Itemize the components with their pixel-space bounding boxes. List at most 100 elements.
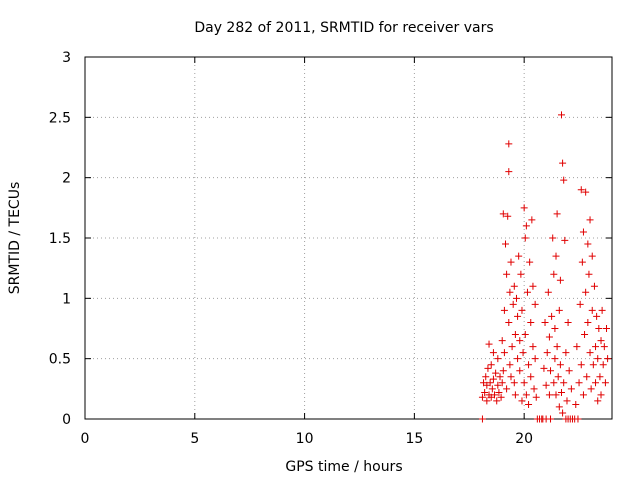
data-point (508, 343, 516, 351)
data-point (564, 318, 572, 326)
data-point (554, 373, 562, 381)
data-point (594, 355, 602, 363)
data-point (484, 364, 492, 372)
data-point (507, 258, 515, 266)
data-point (586, 216, 594, 224)
data-point (486, 379, 494, 387)
data-point (482, 373, 490, 381)
data-point (577, 361, 585, 369)
data-point (521, 331, 529, 339)
data-point (582, 288, 590, 296)
data-point (557, 111, 565, 119)
data-point (495, 388, 503, 396)
data-point (543, 349, 551, 357)
data-point (551, 355, 559, 363)
data-point (596, 373, 604, 381)
data-point (597, 337, 605, 345)
data-point (507, 373, 515, 381)
data-point (498, 379, 506, 387)
data-point (485, 340, 493, 348)
data-point (528, 216, 536, 224)
data-point (516, 367, 524, 375)
data-point (579, 391, 587, 399)
data-point (545, 391, 553, 399)
data-point (481, 388, 489, 396)
data-point (560, 379, 568, 387)
data-point (555, 306, 563, 314)
data-point (489, 349, 497, 357)
data-point (559, 409, 567, 417)
y-tick-label: 3 (62, 50, 71, 66)
data-point (493, 397, 501, 405)
data-point (600, 343, 608, 351)
data-point (582, 188, 590, 196)
data-point (547, 367, 555, 375)
data-point (518, 306, 526, 314)
data-point (527, 373, 535, 381)
data-point (586, 349, 594, 357)
data-point (505, 318, 513, 326)
data-point (592, 379, 600, 387)
data-point (530, 385, 538, 393)
data-point (521, 234, 529, 242)
data-point (500, 306, 508, 314)
data-point (514, 312, 522, 320)
data-point (561, 236, 569, 244)
data-point (593, 312, 601, 320)
data-point (595, 325, 603, 332)
data-point (549, 234, 557, 242)
data-point (505, 168, 513, 176)
y-tick-label: 0 (62, 412, 71, 428)
data-point (511, 391, 519, 399)
data-point (503, 385, 511, 393)
data-point (517, 270, 525, 278)
data-point (579, 228, 587, 236)
data-point (550, 270, 558, 278)
data-point (531, 300, 539, 308)
data-point (512, 294, 520, 302)
data-point (503, 270, 511, 278)
data-point (520, 379, 528, 387)
data-point (529, 343, 537, 351)
data-point (494, 381, 502, 389)
data-point (544, 288, 552, 296)
data-point (525, 361, 533, 369)
data-point (514, 355, 522, 363)
data-point (545, 333, 553, 341)
data-point (510, 379, 518, 387)
data-point (499, 367, 507, 375)
data-point (510, 282, 518, 290)
data-point (578, 258, 586, 266)
data-point (523, 288, 531, 296)
data-point (491, 391, 499, 399)
data-point (576, 300, 584, 308)
data-point (581, 331, 589, 339)
data-point (488, 385, 496, 393)
data-point (583, 373, 591, 381)
data-point (478, 415, 486, 423)
data-point (553, 210, 561, 218)
data-point (522, 391, 530, 399)
data-point (556, 276, 564, 284)
data-point (496, 373, 504, 381)
data-point (575, 379, 583, 387)
data-point (506, 361, 514, 369)
data-point (494, 355, 502, 363)
data-point (525, 401, 533, 409)
data-point (597, 391, 605, 399)
data-point (585, 270, 593, 278)
data-point (511, 331, 519, 339)
data-point (487, 361, 495, 369)
data-point (506, 288, 514, 296)
x-tick-label: 20 (515, 431, 533, 447)
data-point (532, 393, 540, 401)
y-tick-label: 0.5 (49, 352, 71, 368)
data-point (509, 300, 517, 308)
data-point (590, 282, 598, 290)
data-point (531, 355, 539, 363)
data-point (541, 318, 549, 326)
axis-ticks: 0 0.5 1 1.5 2 2.5 3 0 5 10 15 20 (49, 50, 612, 447)
x-tick-label: 10 (296, 431, 314, 447)
data-point (573, 343, 581, 351)
